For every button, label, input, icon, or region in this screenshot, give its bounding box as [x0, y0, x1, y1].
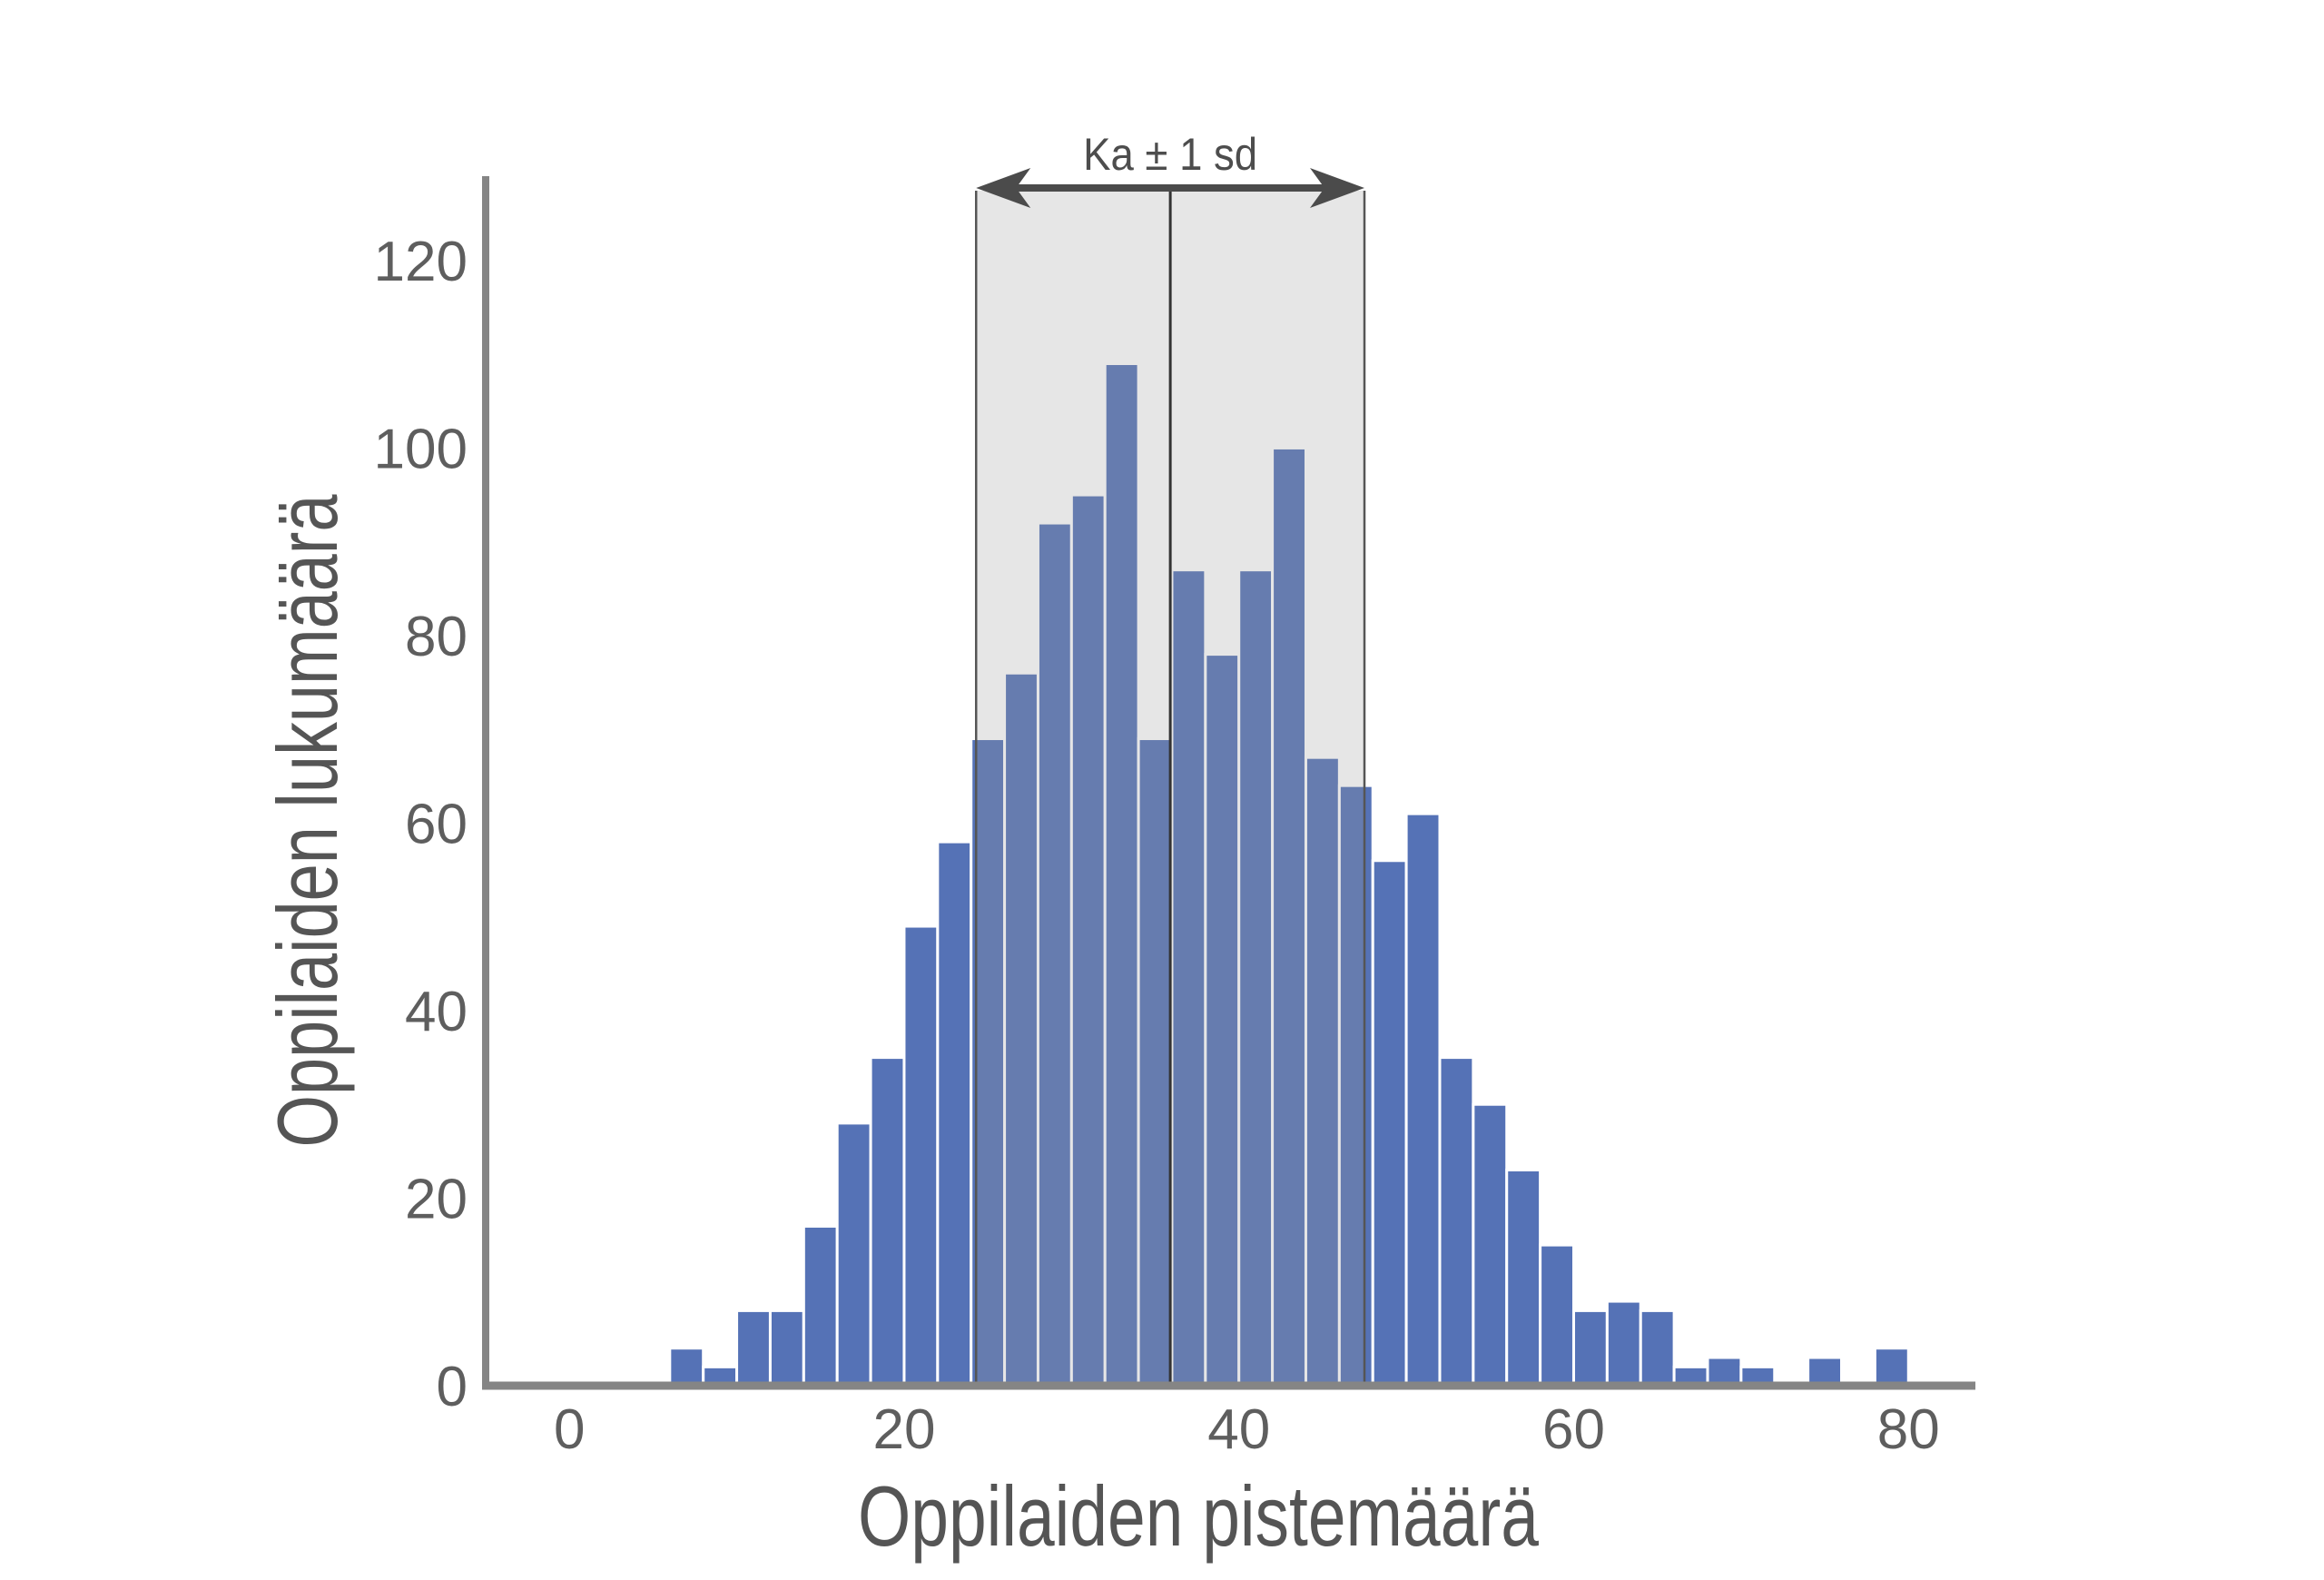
histogram-bar — [902, 924, 940, 1387]
histogram-bar — [1605, 1299, 1642, 1387]
histogram-bar — [1371, 859, 1408, 1387]
histogram-bar — [1571, 1308, 1609, 1387]
y-tick-label: 120 — [374, 231, 468, 293]
histogram-bar — [1639, 1308, 1676, 1387]
x-tick-label: 0 — [554, 1398, 585, 1461]
histogram-bar — [1204, 653, 1241, 1387]
histogram-bar — [1103, 362, 1140, 1387]
histogram-bar — [1706, 1356, 1743, 1387]
histogram-bar — [1304, 755, 1341, 1387]
x-tick-label: 60 — [1542, 1398, 1605, 1461]
histogram-bar — [735, 1308, 772, 1387]
histogram-bar — [1873, 1347, 1910, 1387]
histogram-bar — [1271, 446, 1307, 1387]
y-tick-label: 20 — [405, 1168, 468, 1230]
y-tick-label: 100 — [374, 418, 468, 480]
y-tick-label: 80 — [405, 606, 468, 668]
histogram-bar — [1404, 812, 1442, 1387]
histogram-bar — [668, 1347, 705, 1387]
x-tick-label: 80 — [1877, 1398, 1940, 1461]
y-axis-title: Oppilaiden lukumäärä — [260, 494, 355, 1148]
histogram-bar — [1170, 568, 1207, 1387]
histogram-bar — [869, 1056, 906, 1387]
sd-annotation-label: Ka ± 1 sd — [1083, 129, 1257, 180]
histogram-bar — [835, 1121, 872, 1387]
y-tick-label: 0 — [437, 1356, 468, 1418]
histogram-bar — [1438, 1056, 1475, 1387]
histogram-bar — [1237, 568, 1275, 1387]
histogram-bar — [1539, 1243, 1575, 1387]
histogram-bar — [1137, 737, 1174, 1387]
arrow-head-right — [1310, 168, 1365, 208]
x-tick-label: 20 — [872, 1398, 935, 1461]
arrow-head-left — [976, 168, 1031, 208]
x-axis-title: Oppilaiden pistemäärä — [858, 1468, 1540, 1564]
histogram-bar — [1807, 1356, 1843, 1387]
histogram-bar — [802, 1224, 839, 1387]
histogram-bar — [1472, 1102, 1509, 1387]
histogram-bar — [1069, 493, 1107, 1387]
y-tick-labels: 0 20 40 60 80 100 120 — [374, 231, 468, 1418]
histogram-bar — [936, 840, 973, 1387]
y-tick-label: 40 — [405, 981, 468, 1043]
sd-double-arrow — [976, 168, 1365, 208]
x-tick-label: 40 — [1207, 1398, 1270, 1461]
histogram-bar — [1003, 671, 1039, 1387]
histogram-bar — [768, 1308, 805, 1387]
histogram-bar — [1505, 1169, 1542, 1387]
x-tick-labels: 0 20 40 60 80 — [554, 1398, 1940, 1461]
y-tick-label: 60 — [405, 793, 468, 855]
